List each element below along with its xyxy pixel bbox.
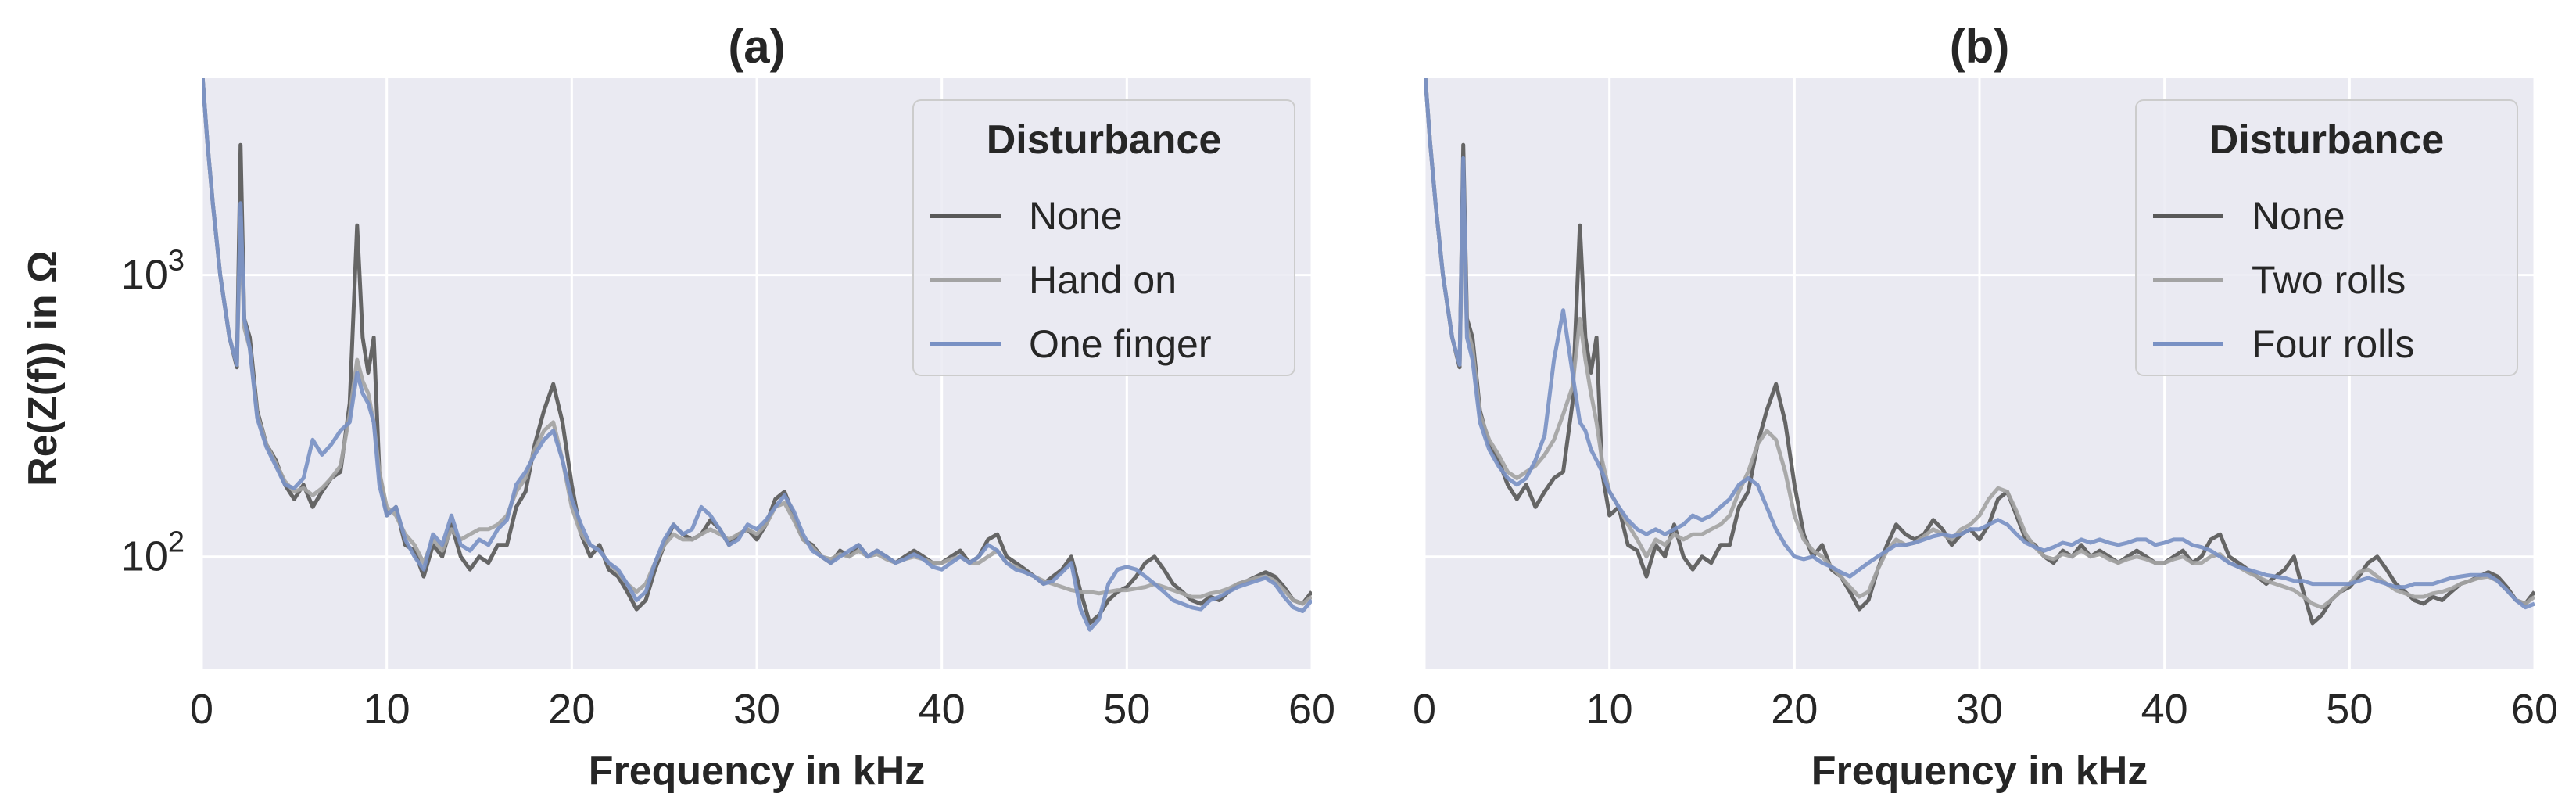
y-axis-label: Re(Z(f)) in Ω bbox=[20, 250, 66, 486]
y-tick-label: 103 bbox=[121, 245, 185, 299]
panel-title-b: (b) bbox=[1950, 20, 2010, 73]
legend-label: Hand on bbox=[1029, 258, 1177, 302]
y-tick-label: 102 bbox=[121, 526, 185, 580]
series-line-hand-on bbox=[202, 78, 1312, 606]
legend-b: Disturbance None Two rolls Four rolls bbox=[2135, 99, 2518, 376]
series-line-four-rolls bbox=[1424, 78, 2535, 610]
legend-label: None bbox=[2252, 194, 2345, 238]
y-tick-base: 10 bbox=[121, 533, 168, 580]
x-tick-label: 20 bbox=[548, 686, 595, 733]
panel-title-a: (a) bbox=[728, 20, 785, 73]
y-tick-exponent: 2 bbox=[168, 526, 185, 559]
x-tick-label: 50 bbox=[1103, 686, 1150, 733]
x-tick-label: 60 bbox=[1288, 686, 1335, 733]
legend-label: Four rolls bbox=[2252, 322, 2414, 366]
legend-label: None bbox=[1029, 194, 1123, 238]
legend-label: Two rolls bbox=[2252, 258, 2406, 302]
legend-a: Disturbance None Hand on One finger bbox=[912, 99, 1295, 376]
x-tick-label: 50 bbox=[2326, 686, 2373, 733]
x-axis-label-a: Frequency in kHz bbox=[589, 748, 926, 794]
series-line-one-finger bbox=[202, 78, 1312, 632]
legend-box bbox=[912, 99, 1295, 376]
x-tick-label: 10 bbox=[364, 686, 410, 733]
legend-title: Disturbance bbox=[2209, 117, 2445, 163]
legend-label: One finger bbox=[1029, 322, 1211, 366]
x-tick-label: 0 bbox=[190, 686, 213, 733]
x-tick-label: 30 bbox=[733, 686, 780, 733]
legend-box bbox=[2135, 99, 2518, 376]
x-tick-label: 0 bbox=[1413, 686, 1436, 733]
x-tick-label: 20 bbox=[1771, 686, 1818, 733]
x-tick-label: 30 bbox=[1956, 686, 2003, 733]
panel-b: 0 10 20 30 40 50 60 (b) Frequency in kHz Disturba… bbox=[1413, 20, 2558, 794]
x-tick-label: 40 bbox=[2141, 686, 2188, 733]
series-group bbox=[202, 78, 1312, 632]
x-tick-label: 10 bbox=[1586, 686, 1633, 733]
x-tick-label: 60 bbox=[2511, 686, 2558, 733]
series-group bbox=[1424, 78, 2535, 626]
y-tick-exponent: 3 bbox=[168, 245, 185, 278]
x-tick-label: 40 bbox=[919, 686, 966, 733]
x-axis-label-b: Frequency in kHz bbox=[1811, 748, 2148, 794]
legend-title: Disturbance bbox=[987, 117, 1222, 163]
y-tick-base: 10 bbox=[121, 252, 168, 299]
